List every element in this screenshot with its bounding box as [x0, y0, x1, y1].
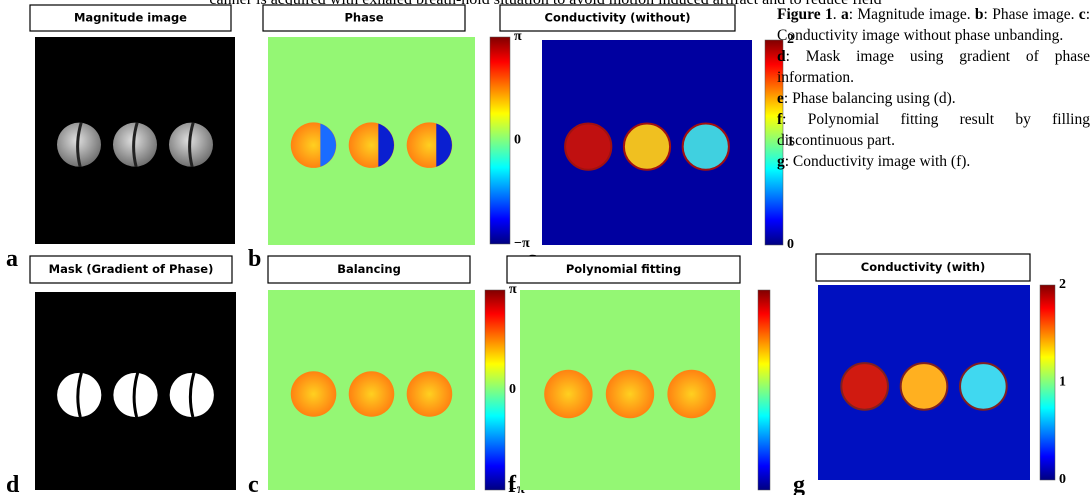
panel: Conductivity (without)210c: [500, 5, 794, 272]
caption-label: g: [777, 153, 785, 170]
caption-label: d: [777, 48, 786, 65]
panel-letter: b: [248, 246, 261, 272]
colorbar: [490, 37, 510, 244]
sample: [606, 370, 654, 418]
sample: [960, 363, 1007, 410]
sample: [407, 371, 453, 417]
panel-title: Phase: [344, 11, 383, 25]
caption-item: a: Magnitude image.: [841, 6, 975, 23]
panel-title: Conductivity (without): [545, 11, 691, 25]
panel-title: Magnitude image: [74, 11, 187, 25]
panel-letter: a: [6, 246, 18, 272]
sample: [565, 124, 611, 170]
caption-label: a: [841, 6, 849, 23]
colorbar-tick-label: π: [509, 282, 517, 297]
panel: Conductivity (with) 2 1 0 g: [793, 254, 1066, 495]
panel-letter: f: [508, 472, 517, 495]
panel-title: Balancing: [337, 262, 401, 276]
caption-label: Figure 1: [777, 6, 833, 23]
caption-item: f: Polynomial fitting result by filling …: [777, 109, 1090, 151]
caption-text: : Magnitude image.: [849, 6, 975, 23]
colorbar: [485, 290, 505, 490]
caption-text: : Polynomial fitting result by filling d…: [777, 111, 1090, 149]
panel: Magnitude image a: [6, 5, 235, 272]
caption-item: d: Mask image using gradient of phase in…: [777, 46, 1090, 88]
panel: Mask (Gradient of Phase) d: [6, 256, 236, 495]
page: {"top_text": "canner is acquired with ex…: [0, 0, 1091, 495]
colorbar: [758, 290, 770, 490]
caption-item: g: Conductivity image with (f).: [777, 151, 1090, 172]
panel-letter: c: [248, 472, 259, 495]
caption-text: : Mask image using gradient of phase inf…: [777, 48, 1090, 86]
panel-title: Conductivity (with): [861, 260, 985, 274]
caption-item: Figure 1.: [777, 6, 841, 23]
colorbar-tick-label: 0: [509, 382, 516, 397]
caption-item: e: Phase balancing using (d).: [777, 88, 1090, 109]
sample: [683, 124, 729, 170]
sample: [291, 371, 337, 417]
caption-label: c: [1079, 6, 1086, 23]
sample: [901, 363, 948, 410]
sample: [667, 370, 715, 418]
sample: [544, 370, 592, 418]
panel-letter: d: [6, 472, 20, 495]
sample: [841, 363, 888, 410]
panel-title: Mask (Gradient of Phase): [49, 262, 214, 276]
caption-item: b: Phase image.: [975, 6, 1079, 23]
colorbar-tick-label: 0: [514, 133, 521, 148]
sample: [349, 371, 395, 417]
panel: Polynomial fitting f: [507, 256, 770, 495]
figure-caption: Figure 1. a: Magnitude image. b: Phase i…: [777, 4, 1090, 172]
sample: [624, 124, 670, 170]
panel-title: Polynomial fitting: [566, 262, 681, 276]
colorbar: [1040, 285, 1055, 480]
colorbar-tick-label: 2: [1059, 277, 1066, 292]
colorbar-tick-label: 0: [787, 237, 794, 252]
caption-text: : Phase balancing using (d).: [784, 90, 956, 107]
caption-label: e: [777, 90, 784, 107]
caption-text: : Conductivity image with (f).: [785, 153, 971, 170]
colorbar-tick-label: 1: [1059, 375, 1066, 390]
panel-letter: g: [793, 472, 805, 495]
caption-text: .: [833, 6, 841, 23]
caption-text: : Phase image.: [984, 6, 1079, 23]
caption-label: b: [975, 6, 984, 23]
colorbar-tick-label: 0: [1059, 472, 1066, 487]
